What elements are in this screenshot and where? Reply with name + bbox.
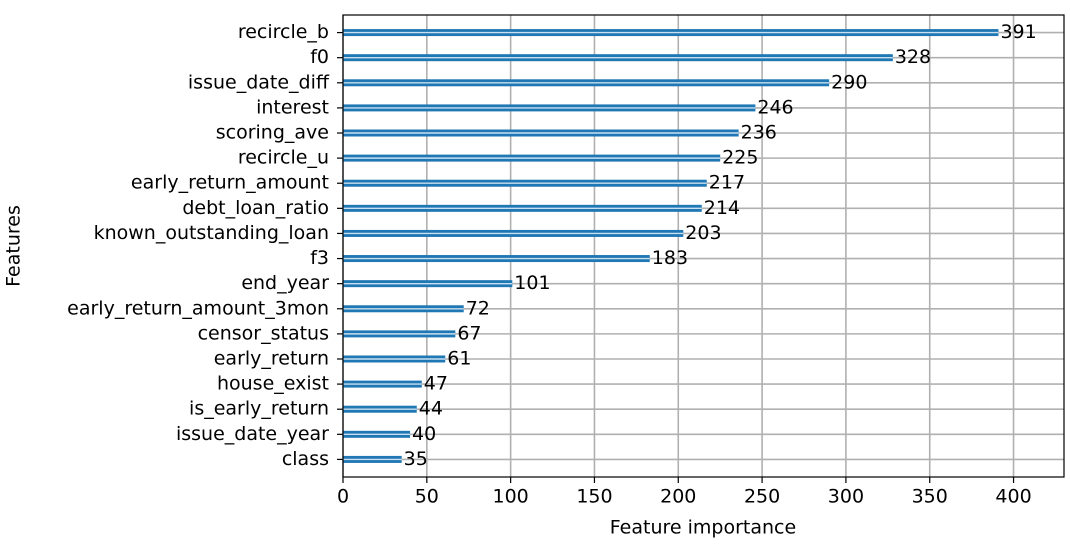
- value-label: 246: [757, 96, 793, 118]
- y-tick-label: is_early_return: [189, 398, 329, 420]
- value-label: 67: [457, 322, 481, 344]
- y-tick-label: issue_date_diff: [188, 71, 330, 93]
- x-tick-label: 250: [744, 486, 780, 508]
- y-tick-label: issue_date_year: [176, 423, 329, 445]
- y-tick-label: class: [282, 448, 329, 470]
- x-tick-label: 150: [576, 486, 612, 508]
- y-tick-label: interest: [256, 96, 329, 118]
- y-tick-label: scoring_ave: [216, 122, 329, 144]
- y-tick-label: end_year: [241, 272, 329, 294]
- y-tick-label: recircle_u: [238, 147, 329, 169]
- plot-frame: [342, 14, 1065, 478]
- value-label: 217: [709, 172, 745, 194]
- value-label: 328: [895, 46, 931, 68]
- value-label: 290: [831, 71, 867, 93]
- value-label: 35: [404, 448, 428, 470]
- x-tick-label: 200: [660, 486, 696, 508]
- value-label: 44: [419, 398, 443, 420]
- x-tick-label: 350: [912, 486, 948, 508]
- value-label: 72: [466, 297, 490, 319]
- value-label: 40: [412, 423, 436, 445]
- y-tick-label: f3: [310, 247, 329, 269]
- value-label: 214: [704, 197, 740, 219]
- x-tick-label: 0: [337, 486, 349, 508]
- x-tick-label: 400: [995, 486, 1031, 508]
- value-label: 47: [424, 373, 448, 395]
- y-tick-label: known_outstanding_loan: [94, 222, 329, 244]
- y-tick-label: censor_status: [198, 322, 329, 344]
- value-label: 183: [652, 247, 688, 269]
- value-label: 236: [741, 122, 777, 144]
- x-tick-label: 300: [828, 486, 864, 508]
- y-tick-label: early_return_amount: [131, 172, 329, 194]
- y-axis-label: Features: [3, 205, 25, 287]
- y-tick-label: early_return_amount_3mon: [67, 297, 329, 319]
- y-tick-label: early_return: [214, 347, 329, 369]
- y-tick-label: debt_loan_ratio: [182, 197, 329, 219]
- y-tick-label: f0: [310, 46, 329, 68]
- value-label: 391: [1000, 21, 1036, 43]
- x-tick-label: 50: [415, 486, 439, 508]
- x-tick-label: 100: [493, 486, 529, 508]
- value-label: 225: [722, 147, 758, 169]
- y-tick-label: recircle_b: [238, 21, 329, 43]
- value-label: 101: [514, 272, 550, 294]
- y-tick-label: house_exist: [217, 373, 329, 395]
- x-axis-label: Feature importance: [610, 517, 796, 539]
- value-label: 203: [685, 222, 721, 244]
- value-label: 61: [447, 347, 471, 369]
